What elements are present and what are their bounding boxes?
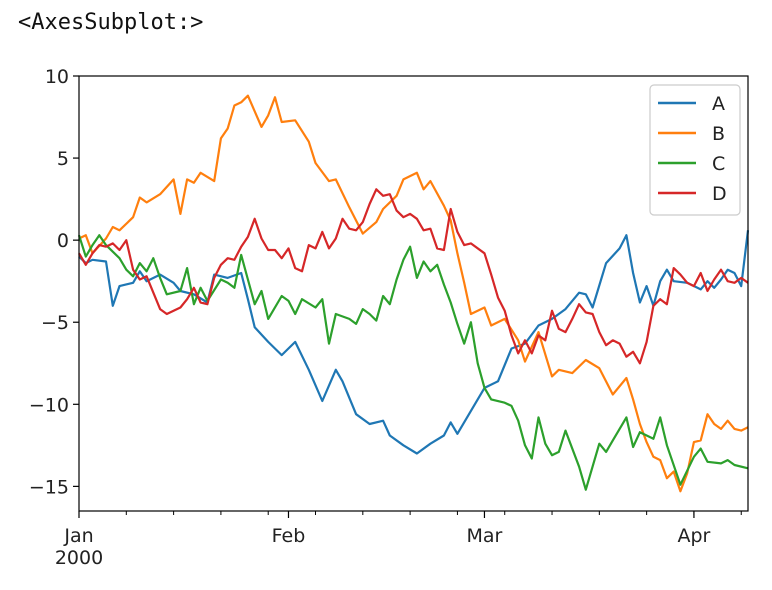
output-repr: <AxesSubplot:>: [18, 10, 204, 35]
y-tick-label: 10: [45, 66, 69, 88]
y-tick-label: 5: [57, 148, 69, 170]
series-line-c: [77, 234, 749, 491]
legend-label: D: [712, 183, 727, 205]
legend-box: [649, 84, 741, 216]
y-tick-label: −5: [41, 312, 69, 334]
x-tick-label: Feb: [272, 525, 306, 547]
plot-lines: [77, 94, 750, 493]
y-tick-label: 0: [57, 230, 69, 252]
x-tick-sublabel: 2000: [55, 547, 103, 569]
series-line-b: [78, 94, 749, 493]
legend-label: B: [712, 123, 725, 145]
axes-frame: [78, 75, 749, 512]
legend-label: C: [712, 153, 725, 175]
x-tick-label: Mar: [467, 525, 503, 547]
x-tick-label: Apr: [678, 525, 711, 547]
series-line-d: [78, 188, 749, 365]
y-tick-label: −10: [29, 394, 69, 416]
series-line-a: [78, 230, 750, 455]
x-tick-label: Jan: [63, 525, 93, 547]
y-axis: 10 5 0 −5 −10 −15: [29, 66, 79, 498]
y-tick-label: −15: [29, 476, 69, 498]
legend-label: A: [712, 93, 725, 115]
